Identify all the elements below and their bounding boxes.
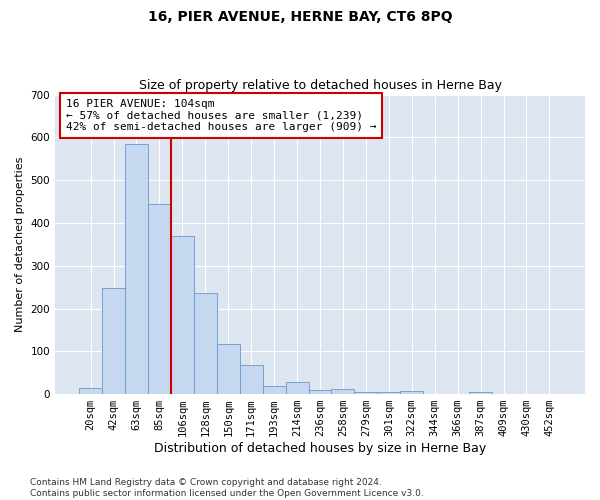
Text: Contains HM Land Registry data © Crown copyright and database right 2024.
Contai: Contains HM Land Registry data © Crown c…	[30, 478, 424, 498]
Bar	[263, 386, 286, 394]
Bar	[355, 392, 377, 394]
Text: 16 PIER AVENUE: 104sqm
← 57% of detached houses are smaller (1,239)
42% of semi-: 16 PIER AVENUE: 104sqm ← 57% of detached…	[65, 99, 376, 132]
Bar	[377, 392, 400, 394]
Bar	[400, 391, 423, 394]
X-axis label: Distribution of detached houses by size in Herne Bay: Distribution of detached houses by size …	[154, 442, 486, 455]
Bar	[217, 344, 240, 394]
Y-axis label: Number of detached properties: Number of detached properties	[15, 156, 25, 332]
Bar	[148, 204, 171, 394]
Bar	[286, 382, 308, 394]
Bar	[102, 288, 125, 394]
Bar	[171, 236, 194, 394]
Bar	[240, 365, 263, 394]
Text: 16, PIER AVENUE, HERNE BAY, CT6 8PQ: 16, PIER AVENUE, HERNE BAY, CT6 8PQ	[148, 10, 452, 24]
Bar	[125, 144, 148, 394]
Bar	[79, 388, 102, 394]
Bar	[469, 392, 492, 394]
Bar	[331, 390, 355, 394]
Title: Size of property relative to detached houses in Herne Bay: Size of property relative to detached ho…	[139, 79, 502, 92]
Bar	[308, 390, 331, 394]
Bar	[194, 292, 217, 394]
